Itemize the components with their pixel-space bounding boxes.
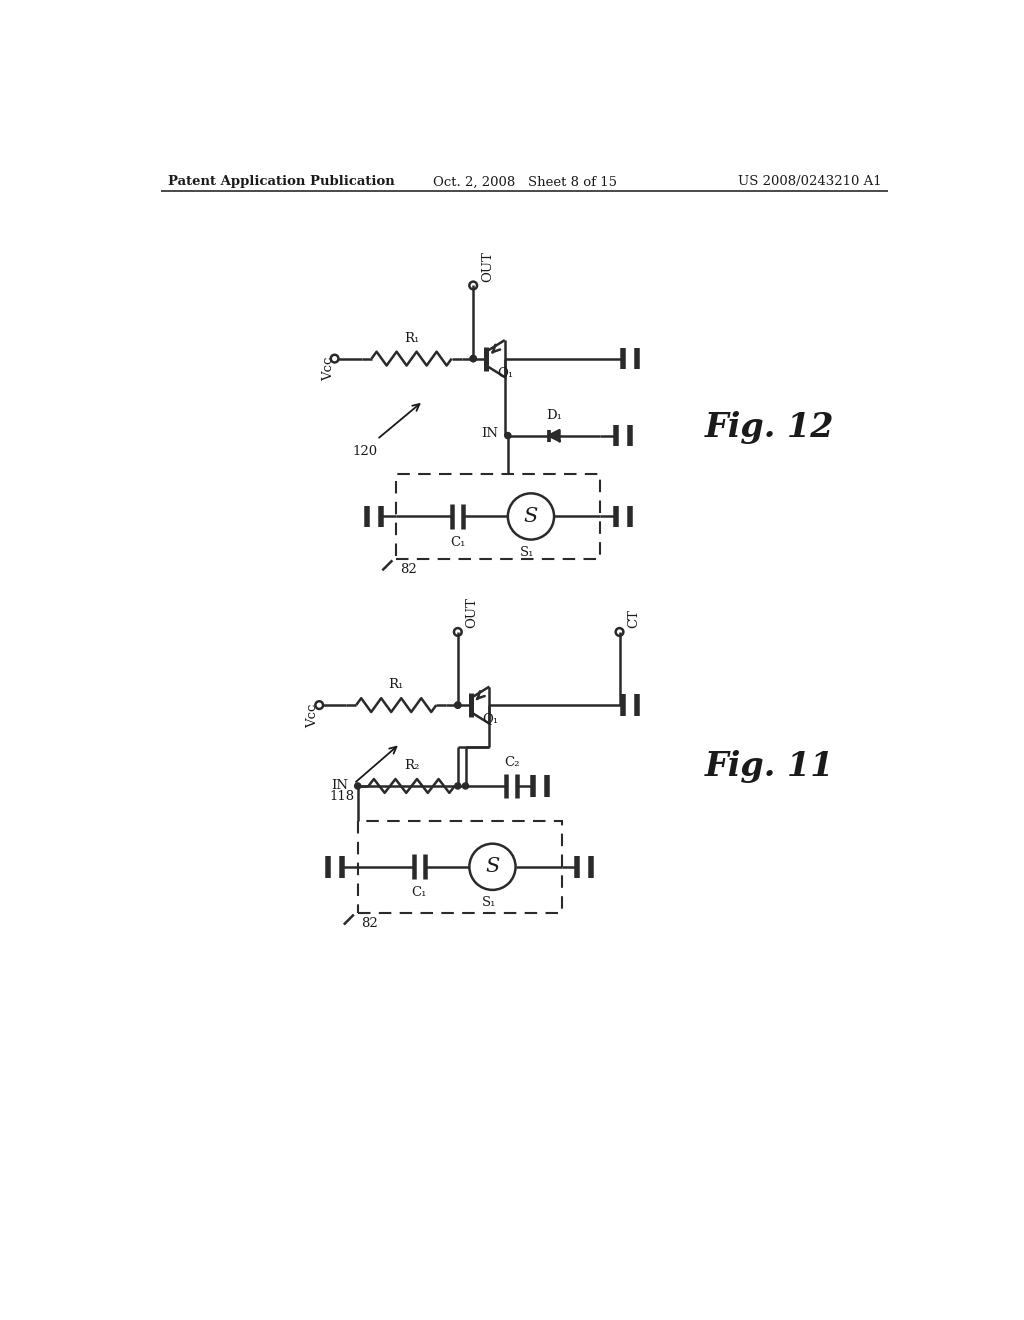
Text: OUT: OUT (481, 251, 494, 281)
Text: Q₁: Q₁ (498, 366, 513, 379)
Bar (396, 474, 600, 558)
Circle shape (505, 433, 511, 438)
Text: Q₁: Q₁ (482, 713, 498, 726)
Text: C₂: C₂ (504, 756, 519, 770)
Circle shape (455, 783, 461, 789)
Text: D₁: D₁ (546, 409, 562, 422)
Text: OUT: OUT (466, 597, 478, 628)
Text: R₁: R₁ (388, 678, 403, 692)
Circle shape (470, 355, 476, 362)
Text: Oct. 2, 2008   Sheet 8 of 15: Oct. 2, 2008 Sheet 8 of 15 (433, 176, 616, 189)
Circle shape (455, 702, 461, 709)
Circle shape (354, 783, 360, 789)
Text: S: S (524, 507, 538, 525)
Text: 82: 82 (361, 917, 378, 929)
Text: R₁: R₁ (404, 331, 419, 345)
Text: 82: 82 (400, 562, 417, 576)
Text: US 2008/0243210 A1: US 2008/0243210 A1 (738, 176, 882, 189)
Bar (357, 821, 562, 913)
Text: Fig. 11: Fig. 11 (705, 750, 835, 783)
Text: C₁: C₁ (412, 886, 427, 899)
Text: CT: CT (628, 610, 640, 628)
Circle shape (470, 355, 476, 362)
Text: R₂: R₂ (403, 759, 419, 772)
Text: Vcc: Vcc (306, 704, 319, 727)
Text: IN: IN (332, 779, 348, 792)
Text: Fig. 12: Fig. 12 (705, 412, 835, 445)
Text: 118: 118 (330, 789, 355, 803)
Polygon shape (549, 430, 559, 441)
Text: IN: IN (481, 426, 499, 440)
Text: S: S (485, 857, 500, 876)
Text: C₁: C₁ (451, 536, 466, 549)
Text: Vcc: Vcc (322, 358, 335, 381)
Circle shape (455, 702, 461, 709)
Text: 120: 120 (353, 445, 378, 458)
Text: S₁: S₁ (520, 545, 535, 558)
Text: Patent Application Publication: Patent Application Publication (168, 176, 394, 189)
Text: S₁: S₁ (481, 896, 496, 909)
Circle shape (463, 783, 469, 789)
